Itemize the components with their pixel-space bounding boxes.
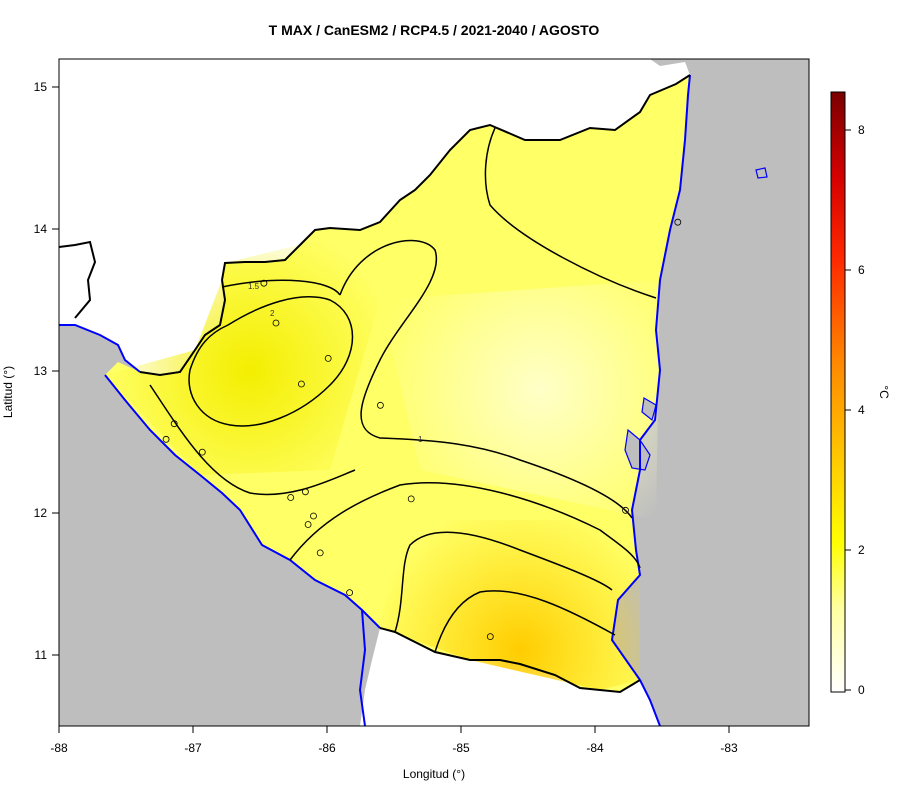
x-tick-label: -86 — [318, 741, 336, 755]
x-axis — [58, 726, 730, 733]
colorbar-tick-label: 4 — [858, 403, 865, 417]
station-marker — [310, 512, 317, 520]
contour-nw-1-5 — [221, 279, 341, 296]
station-marker — [346, 589, 354, 596]
y-axis — [52, 86, 59, 656]
contour-north-1 — [484, 127, 657, 299]
map-plot-area: 1.5 2 1 — [59, 59, 809, 726]
lagoon-east — [641, 397, 657, 422]
map-title: T MAX / CanESM2 / RCP4.5 / 2021-2040 / A… — [269, 22, 600, 38]
colorbar-tick-label: 0 — [858, 683, 865, 697]
gulf-fonseca-coast — [59, 324, 141, 373]
costa-rica-caribbean-coast — [639, 679, 661, 726]
colorbar-tick-label: 2 — [858, 543, 865, 557]
station-marker — [316, 549, 324, 557]
station-marker — [301, 488, 309, 496]
station-marker — [407, 495, 415, 503]
station-marker — [287, 494, 295, 501]
station-marker — [170, 420, 178, 428]
contour-lines — [149, 127, 657, 653]
y-tick-label: 11 — [35, 648, 48, 662]
contour-center — [339, 239, 633, 519]
station-marker — [272, 319, 280, 327]
station-marker — [198, 448, 206, 456]
colorbar-tick-label: 8 — [858, 123, 865, 137]
y-tick-label: 13 — [34, 364, 48, 378]
colorbar-ticks — [845, 129, 851, 691]
contour-label-2: 2 — [270, 309, 275, 318]
colorbar — [830, 91, 846, 693]
y-tick-label: 12 — [34, 506, 48, 520]
x-tick-label: -88 — [50, 741, 68, 755]
x-tick-label: -83 — [720, 741, 738, 755]
station-marker — [486, 633, 494, 640]
costa-rica-border — [379, 627, 641, 694]
station-marker — [260, 279, 268, 287]
y-tick-label: 14 — [34, 222, 48, 236]
plot-frame — [58, 58, 810, 727]
station-marker — [324, 354, 332, 362]
honduras-border — [221, 74, 691, 281]
contour-nw-2 — [188, 296, 354, 427]
station-markers — [162, 218, 682, 640]
x-tick-label: -84 — [586, 741, 604, 755]
contour-south-3 — [434, 590, 616, 653]
station-marker — [297, 380, 305, 388]
station-marker — [622, 506, 629, 514]
x-axis-label: Longitud (°) — [403, 767, 465, 781]
pacific-coastline — [104, 374, 381, 629]
contour-label-1: 1 — [418, 435, 423, 444]
station-marker — [674, 218, 682, 226]
heat-gradient-southeast — [380, 520, 640, 690]
y-axis-label: Latitud (°) — [1, 366, 15, 418]
honduras-west-border — [59, 240, 97, 319]
gulf-border — [139, 279, 227, 377]
cool-gradient-center — [380, 280, 660, 520]
contour-labels: 1.5 2 1 — [248, 282, 423, 444]
x-tick-label: -85 — [452, 741, 470, 755]
contour-south-2 — [394, 531, 613, 633]
corn-island — [755, 167, 768, 179]
y-tick-label: 15 — [34, 80, 48, 94]
heat-gradient-northwest — [105, 230, 380, 475]
station-marker — [304, 521, 312, 528]
station-marker — [376, 401, 384, 409]
station-marker — [162, 435, 170, 443]
contour-south-1 — [289, 482, 641, 569]
caribbean-coastline — [610, 74, 691, 681]
colorbar-tick-label: 6 — [858, 263, 865, 277]
contour-sw — [149, 384, 356, 496]
colorbar-unit-label: °C — [877, 385, 891, 399]
contour-label-1-5: 1.5 — [248, 282, 260, 291]
x-tick-label: -87 — [184, 741, 202, 755]
costa-rica-pacific-coast — [358, 609, 367, 726]
